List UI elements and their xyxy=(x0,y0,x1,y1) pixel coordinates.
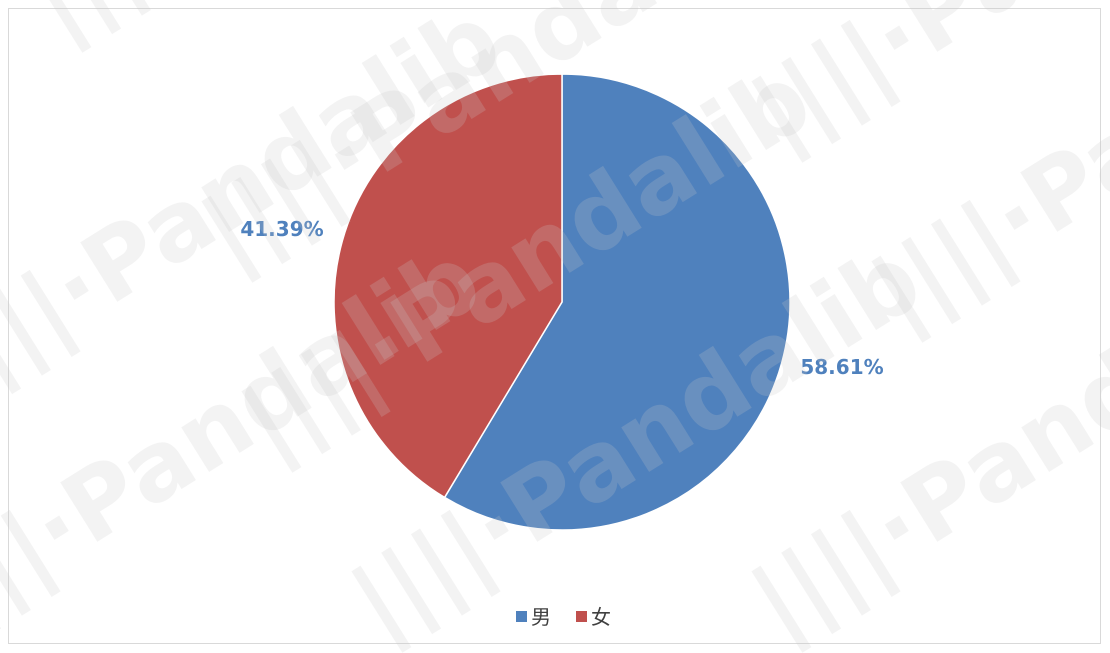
legend-label-0: 男 xyxy=(531,605,551,629)
data-label-0: 58.61% xyxy=(800,355,883,379)
legend-swatch-1 xyxy=(576,611,587,622)
pie-slice-1 xyxy=(333,73,563,499)
legend: 男女 xyxy=(516,605,611,629)
data-label-1: 41.39% xyxy=(240,217,323,241)
legend-label-1: 女 xyxy=(591,605,611,629)
pie-slices xyxy=(333,73,791,531)
pie-slice-0 xyxy=(443,73,791,531)
data-labels: 58.61% 41.39% xyxy=(240,217,883,379)
legend-swatch-0 xyxy=(516,611,527,622)
